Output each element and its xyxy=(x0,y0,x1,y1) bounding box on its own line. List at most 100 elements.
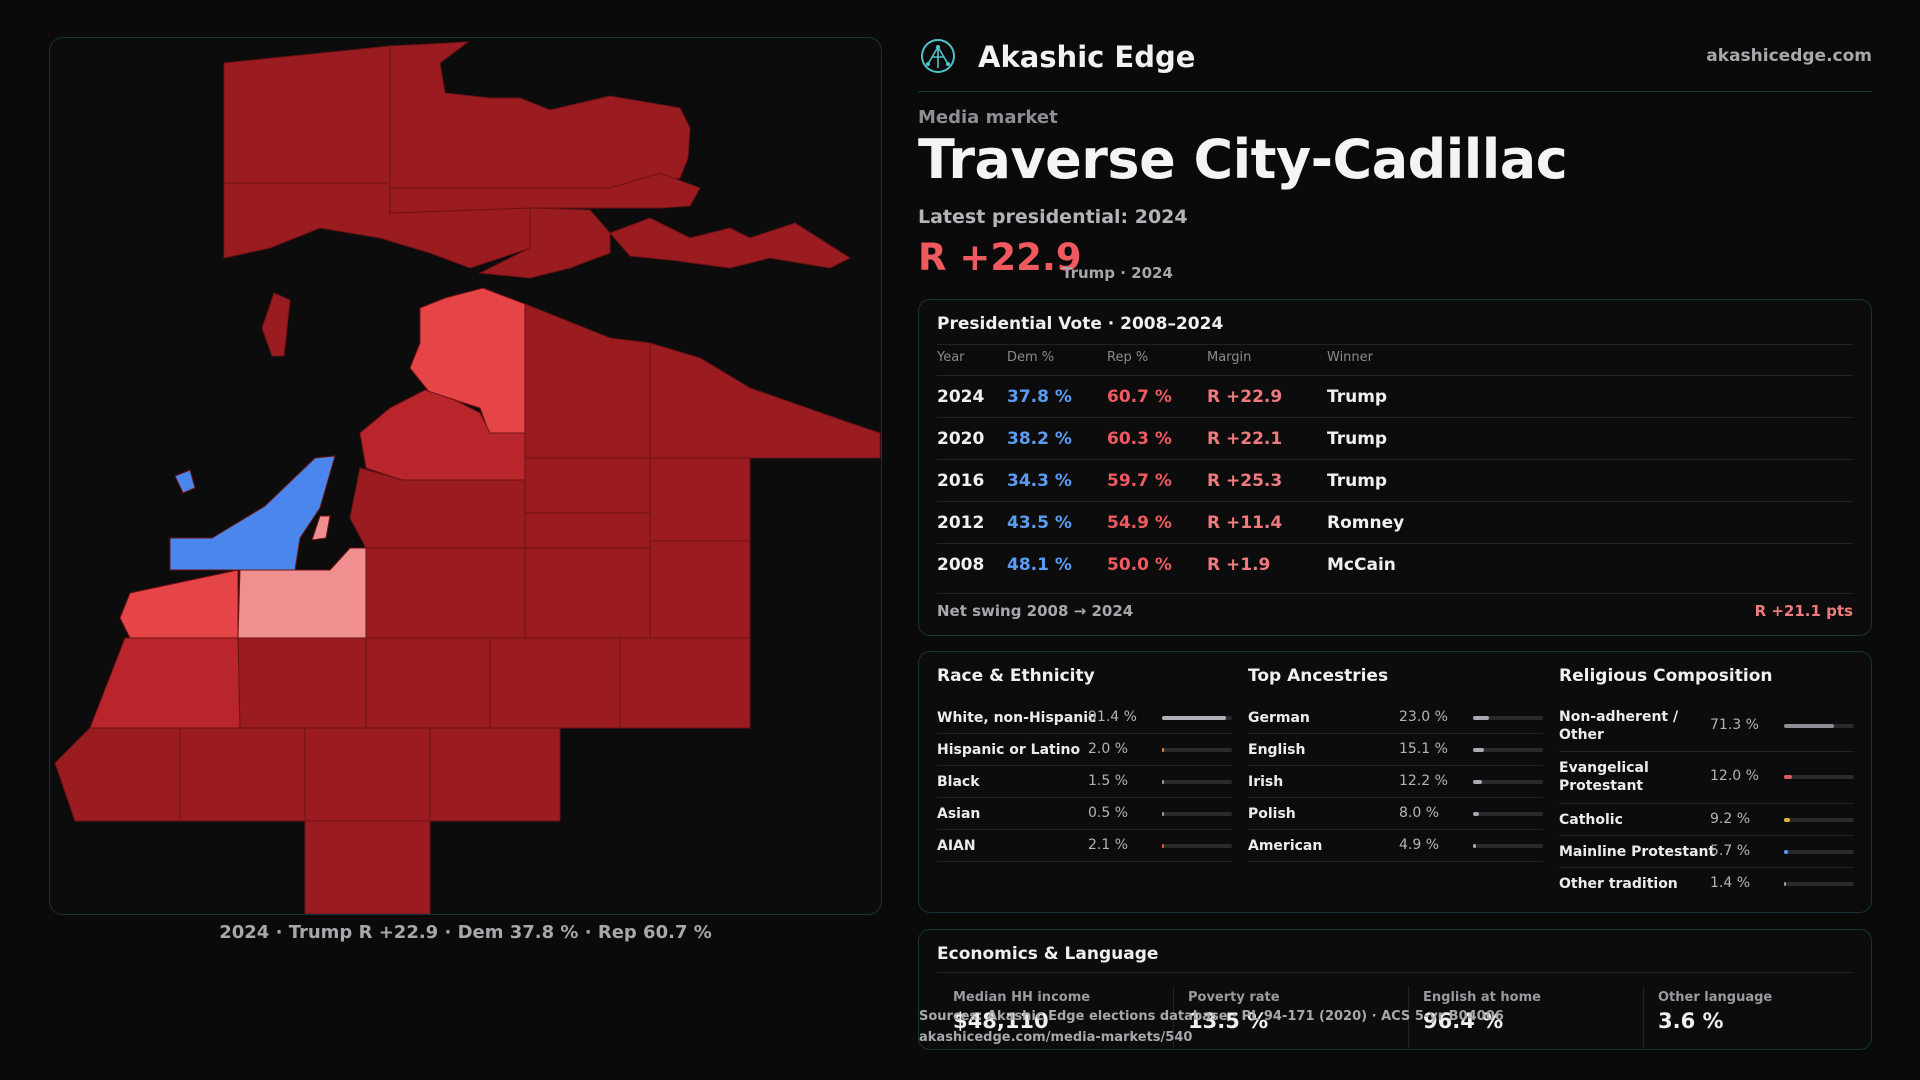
county-shape[interactable] xyxy=(524,547,651,639)
stat-value: $48,110 xyxy=(953,1009,1049,1033)
section-title: Religious Composition xyxy=(1559,666,1773,686)
county-shape[interactable] xyxy=(261,292,291,357)
county-shape[interactable] xyxy=(174,469,196,494)
county-shape[interactable] xyxy=(429,727,561,822)
county-map-svg xyxy=(54,41,881,914)
row-margin: R +22.9 xyxy=(1207,387,1283,407)
globe-network-icon[interactable] xyxy=(920,38,956,74)
county-shape[interactable] xyxy=(609,217,852,269)
item-label: Evangelical Protestant xyxy=(1559,760,1649,794)
item-label: Mainline Protestant xyxy=(1559,844,1716,860)
section-title: Top Ancestries xyxy=(1248,666,1389,686)
item-label: German xyxy=(1248,710,1310,726)
county-shape[interactable] xyxy=(304,820,431,914)
county-shape[interactable] xyxy=(524,512,651,549)
list-item: Non-adherent / Other 71.3 % xyxy=(1559,702,1854,752)
divider xyxy=(1408,986,1409,1048)
upper-peninsula-counties xyxy=(223,41,852,357)
stat-label: English at home xyxy=(1423,990,1541,1005)
item-label: AIAN xyxy=(937,838,976,854)
share-bar xyxy=(1784,775,1854,779)
item-value: 2.1 % xyxy=(1088,837,1129,853)
latest-margin-detail: Trump · 2024 xyxy=(1062,264,1173,282)
row-dem: 34.3 % xyxy=(1007,471,1072,491)
list-item: Mainline Protestant 5.7 % xyxy=(1559,836,1854,868)
stat-value: 96.4 % xyxy=(1423,1009,1504,1033)
share-bar xyxy=(1473,844,1543,848)
item-label: Polish xyxy=(1248,806,1296,822)
share-bar-fill xyxy=(1162,748,1164,752)
share-bar-fill xyxy=(1784,850,1788,854)
share-bar xyxy=(1473,780,1543,784)
county-shape[interactable] xyxy=(223,45,391,184)
row-year: 2024 xyxy=(937,387,985,407)
list-item: Polish 8.0 % xyxy=(1248,798,1543,830)
county-shape[interactable] xyxy=(349,467,526,549)
share-bar-fill xyxy=(1473,780,1482,784)
county-shape[interactable] xyxy=(119,569,239,639)
county-shape[interactable] xyxy=(389,41,691,189)
demographics-card: Race & Ethnicity White, non-Hispanic 91.… xyxy=(918,651,1872,913)
county-shape[interactable] xyxy=(478,207,611,279)
divider xyxy=(937,344,1853,345)
county-shape[interactable] xyxy=(619,637,751,729)
row-margin: R +25.3 xyxy=(1207,471,1283,491)
market-map[interactable] xyxy=(49,37,882,915)
page-url-link[interactable]: akashicedge.com/media-markets/540 xyxy=(919,1030,1193,1045)
column-header-margin: Margin xyxy=(1207,350,1252,365)
county-shape[interactable] xyxy=(359,389,526,481)
share-bar-fill xyxy=(1162,780,1164,784)
share-bar-fill xyxy=(1162,812,1164,816)
brand-name[interactable]: Akashic Edge xyxy=(978,40,1196,74)
stat-other-language: Other language 3.6 % xyxy=(1658,990,1888,1048)
item-label: Asian xyxy=(937,806,981,822)
share-bar-fill xyxy=(1162,844,1164,848)
list-item: Hispanic or Latino 2.0 % xyxy=(937,734,1232,766)
table-row[interactable]: 2016 34.3 % 59.7 % R +25.3 Trump xyxy=(937,459,1853,501)
county-shape[interactable] xyxy=(489,637,621,729)
net-swing-value: R +21.1 pts xyxy=(1754,602,1853,620)
share-bar-fill xyxy=(1784,882,1786,886)
stat-value: 13.5 % xyxy=(1188,1009,1269,1033)
item-label: Irish xyxy=(1248,774,1284,790)
table-row[interactable]: 2012 43.5 % 54.9 % R +11.4 Romney xyxy=(937,501,1853,543)
net-swing-label: Net swing 2008 → 2024 xyxy=(937,602,1134,620)
table-row[interactable]: 2024 37.8 % 60.7 % R +22.9 Trump xyxy=(937,375,1853,417)
county-shape[interactable] xyxy=(89,637,241,731)
item-label: Black xyxy=(937,774,980,790)
county-shape[interactable] xyxy=(524,457,651,514)
item-label: Catholic xyxy=(1559,812,1623,828)
stat-poverty-rate: Poverty rate 13.5 % xyxy=(1188,990,1418,1048)
share-bar-fill xyxy=(1784,818,1790,822)
column-header-dem: Dem % xyxy=(1007,350,1055,365)
table-row[interactable]: 2008 48.1 % 50.0 % R +1.9 McCain xyxy=(937,543,1853,585)
county-shape[interactable] xyxy=(169,455,336,571)
share-bar xyxy=(1784,850,1854,854)
county-shape[interactable] xyxy=(179,727,306,822)
row-year: 2008 xyxy=(937,555,985,575)
county-shape[interactable] xyxy=(237,637,367,731)
item-value: 23.0 % xyxy=(1399,709,1448,725)
brand-url[interactable]: akashicedge.com xyxy=(1706,46,1872,66)
share-bar-fill xyxy=(1473,716,1489,720)
county-shape[interactable] xyxy=(649,540,751,639)
share-bar xyxy=(1162,844,1232,848)
item-value: 1.4 % xyxy=(1710,875,1751,891)
county-shape[interactable] xyxy=(365,637,491,729)
county-shape[interactable] xyxy=(354,547,526,639)
item-label: Other tradition xyxy=(1559,876,1678,892)
table-row[interactable]: 2020 38.2 % 60.3 % R +22.1 Trump xyxy=(937,417,1853,459)
share-bar xyxy=(1784,818,1854,822)
row-dem: 38.2 % xyxy=(1007,429,1072,449)
share-bar xyxy=(1473,748,1543,752)
county-shape[interactable] xyxy=(54,727,181,822)
county-shape[interactable] xyxy=(304,727,431,822)
row-rep: 60.7 % xyxy=(1107,387,1172,407)
county-shape[interactable] xyxy=(524,303,651,459)
county-shape[interactable] xyxy=(389,172,701,214)
county-shape[interactable] xyxy=(311,515,331,541)
county-shape[interactable] xyxy=(649,342,881,459)
item-value: 8.0 % xyxy=(1399,805,1440,821)
county-shape[interactable] xyxy=(649,457,751,542)
column-header-rep: Rep % xyxy=(1107,350,1149,365)
